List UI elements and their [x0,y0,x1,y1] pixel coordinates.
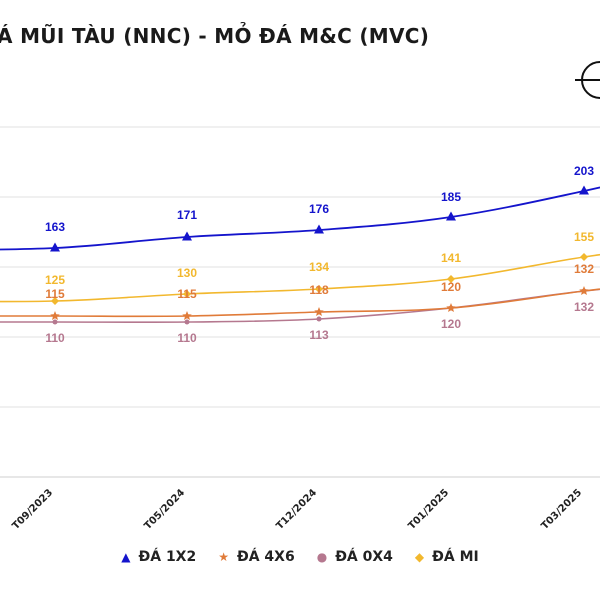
data-point [51,297,59,305]
data-point [315,285,323,293]
data-labels: 163 171 176 185 203 115 115 118 120 132 110 110 113 1… [45,164,594,345]
data-label: 110 [45,331,65,345]
data-label: 125 [45,273,65,287]
circle-marker-icon: ● [316,550,328,564]
legend-item[interactable]: ◆ ĐÁ MI [415,549,479,565]
series-markers [50,185,589,325]
data-label: 120 [441,317,461,331]
legend-label: ĐÁ 1X2 [138,549,197,565]
data-label: 163 [45,220,65,234]
data-point [314,307,324,317]
data-label: 203 [574,164,594,178]
data-point [50,311,60,321]
triangle-marker-icon: ▲ [121,550,131,564]
data-label: 155 [574,230,594,244]
legend-label: ĐÁ MI [432,549,479,565]
diamond-marker-icon: ◆ [414,550,425,564]
x-tick-label: T12/2024 [274,487,319,532]
data-label: 134 [309,260,329,274]
data-point [184,319,190,325]
data-label: 120 [441,280,461,294]
data-label: 115 [45,287,65,301]
data-label: 176 [309,202,329,216]
data-label: 130 [177,266,197,280]
series-lines [0,186,600,324]
data-label: 115 [177,287,197,301]
series-line [0,253,600,303]
data-point [182,311,192,321]
data-point [50,242,60,252]
data-label: 132 [574,262,594,276]
data-point [446,211,456,221]
x-tick-label: T03/2025 [539,487,584,532]
x-tick-label: T09/2023 [10,487,55,532]
legend-item[interactable]: ▲ ĐÁ 1X2 [121,549,196,565]
legend-label: ĐÁ 0X4 [335,549,393,565]
data-point [447,275,455,283]
data-label: 132 [574,300,594,314]
data-point [52,319,58,325]
series-line [0,186,600,251]
legend-item[interactable]: ★ ĐÁ 4X6 [218,549,294,565]
data-point [314,224,324,234]
x-tick-label: T01/2025 [406,487,451,532]
data-label: 185 [441,190,461,204]
chart-title: ĐÁ MŨI TÀU (NNC) - MỎ ĐÁ M&C (MVC) [0,24,430,48]
data-point [446,303,456,313]
gridlines [0,126,600,478]
data-label: 141 [441,251,461,265]
chart-menu-icon[interactable] [575,55,600,105]
legend: ▲ ĐÁ 1X2 ★ ĐÁ 4X6 ● ĐÁ 0X4 ◆ ĐÁ MI [0,549,600,565]
x-tick-label: T05/2024 [142,487,187,532]
data-point [316,316,322,322]
data-label: 171 [177,208,197,222]
data-point [579,185,589,195]
legend-label: ĐÁ 4X6 [236,549,295,565]
series-line [0,288,600,318]
data-label: 113 [309,328,329,342]
data-label: 118 [309,283,329,297]
data-point [579,286,589,296]
data-point [183,290,191,298]
data-point [182,231,192,241]
legend-item[interactable]: ● ĐÁ 0X4 [317,549,393,565]
x-axis-tick-labels: T09/2023 T05/2024 T12/2024 T01/2025 T03/2025 [10,487,584,532]
data-point [580,253,588,261]
data-label: 110 [177,331,197,345]
star-marker-icon: ★ [218,550,229,564]
